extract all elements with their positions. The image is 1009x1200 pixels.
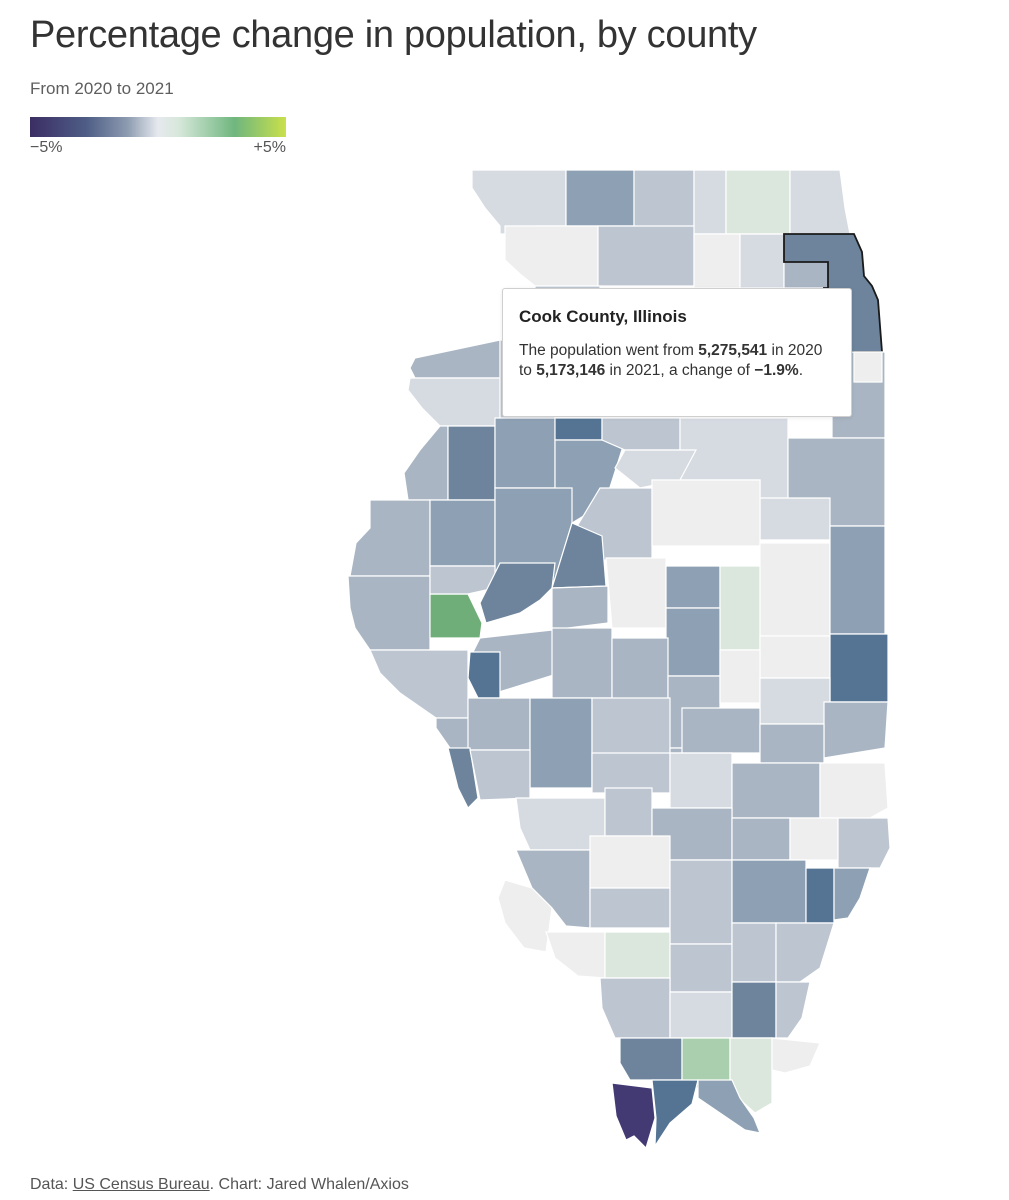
county[interactable] xyxy=(725,169,791,235)
county[interactable] xyxy=(775,922,835,983)
county[interactable] xyxy=(829,633,889,703)
county[interactable] xyxy=(611,1082,656,1150)
county[interactable] xyxy=(731,922,777,983)
county[interactable] xyxy=(739,233,785,289)
county[interactable] xyxy=(447,425,496,501)
footer-credit: . Chart: Jared Whalen/Axios xyxy=(209,1176,409,1193)
county[interactable] xyxy=(693,169,727,235)
chart-title: Percentage change in population, by coun… xyxy=(30,14,757,56)
footer-prefix: Data: xyxy=(30,1176,73,1193)
county[interactable] xyxy=(759,635,831,679)
county[interactable] xyxy=(551,627,613,699)
county[interactable] xyxy=(409,339,501,379)
county[interactable] xyxy=(665,565,721,609)
county[interactable] xyxy=(497,879,553,953)
county[interactable] xyxy=(823,701,889,759)
county-tooltip: Cook County, Illinois The population wen… xyxy=(502,288,852,417)
county[interactable] xyxy=(775,981,811,1039)
county[interactable] xyxy=(605,557,667,629)
chart-subtitle: From 2020 to 2021 xyxy=(30,79,174,98)
county[interactable] xyxy=(633,169,695,235)
county[interactable] xyxy=(731,817,791,861)
county[interactable] xyxy=(529,697,593,789)
county[interactable] xyxy=(504,225,599,287)
county[interactable] xyxy=(759,723,825,764)
county[interactable] xyxy=(693,233,741,289)
county[interactable] xyxy=(429,593,483,639)
county[interactable] xyxy=(494,417,556,489)
county[interactable] xyxy=(853,351,883,383)
source-link[interactable]: US Census Bureau xyxy=(72,1176,210,1193)
county[interactable] xyxy=(789,817,839,861)
county[interactable] xyxy=(651,1079,699,1149)
map-svg xyxy=(347,169,891,1150)
county[interactable] xyxy=(467,697,531,751)
county[interactable] xyxy=(805,867,835,924)
county[interactable] xyxy=(551,585,609,631)
tooltip-text-part: The population went from xyxy=(519,342,699,359)
legend-gradient-bar xyxy=(30,117,286,137)
county[interactable] xyxy=(429,499,496,567)
county[interactable] xyxy=(619,1037,683,1081)
tooltip-title: Cook County, Illinois xyxy=(519,307,687,326)
county[interactable] xyxy=(771,1037,821,1074)
county[interactable] xyxy=(369,649,469,719)
county[interactable] xyxy=(599,977,671,1039)
county[interactable] xyxy=(479,562,556,624)
county[interactable] xyxy=(597,225,695,287)
county[interactable] xyxy=(651,479,761,547)
legend-max-label: +5% xyxy=(253,139,286,156)
county[interactable] xyxy=(669,859,733,945)
county[interactable] xyxy=(469,749,531,801)
county[interactable] xyxy=(681,707,761,754)
county[interactable] xyxy=(789,169,851,235)
county[interactable] xyxy=(429,565,496,595)
tooltip-pop-2020: 5,275,541 xyxy=(698,342,768,359)
county[interactable] xyxy=(833,867,871,921)
county[interactable] xyxy=(669,991,733,1039)
county[interactable] xyxy=(669,943,733,993)
county[interactable] xyxy=(719,649,761,704)
tooltip-text-part: in 2020 to xyxy=(519,342,823,379)
tooltip-change: −1.9% xyxy=(754,362,799,379)
county[interactable] xyxy=(697,1079,761,1134)
tooltip-pop-2021: 5,173,146 xyxy=(536,362,606,379)
color-legend: −5% +5% xyxy=(30,117,286,159)
county[interactable] xyxy=(403,425,449,501)
county[interactable] xyxy=(731,859,807,924)
county[interactable] xyxy=(669,752,733,809)
county[interactable] xyxy=(347,575,431,651)
county[interactable] xyxy=(554,417,603,441)
county[interactable] xyxy=(471,169,567,235)
tooltip-text-part: . xyxy=(798,362,803,379)
illinois-county-map xyxy=(340,168,900,1158)
county[interactable] xyxy=(545,931,606,979)
county[interactable] xyxy=(604,931,671,979)
county[interactable] xyxy=(349,499,431,577)
county[interactable] xyxy=(589,887,671,929)
county[interactable] xyxy=(719,565,761,651)
county[interactable] xyxy=(731,762,821,819)
county[interactable] xyxy=(759,677,831,725)
county[interactable] xyxy=(447,747,479,810)
county[interactable] xyxy=(467,651,501,699)
county[interactable] xyxy=(589,835,671,889)
county[interactable] xyxy=(759,497,831,541)
tooltip-body: The population went from 5,275,541 in 20… xyxy=(519,341,835,381)
county[interactable] xyxy=(731,981,777,1039)
county[interactable] xyxy=(591,752,671,794)
county[interactable] xyxy=(601,417,681,451)
county[interactable] xyxy=(565,169,635,227)
county[interactable] xyxy=(837,817,891,869)
county[interactable] xyxy=(407,377,501,427)
county[interactable] xyxy=(819,762,889,819)
county[interactable] xyxy=(665,607,721,677)
source-footer: Data: US Census Bureau. Chart: Jared Wha… xyxy=(30,1176,409,1194)
county[interactable] xyxy=(759,542,831,637)
county[interactable] xyxy=(604,787,653,837)
county[interactable] xyxy=(829,525,886,635)
legend-min-label: −5% xyxy=(30,139,63,156)
tooltip-text-part: in 2021, a change of xyxy=(605,362,755,379)
